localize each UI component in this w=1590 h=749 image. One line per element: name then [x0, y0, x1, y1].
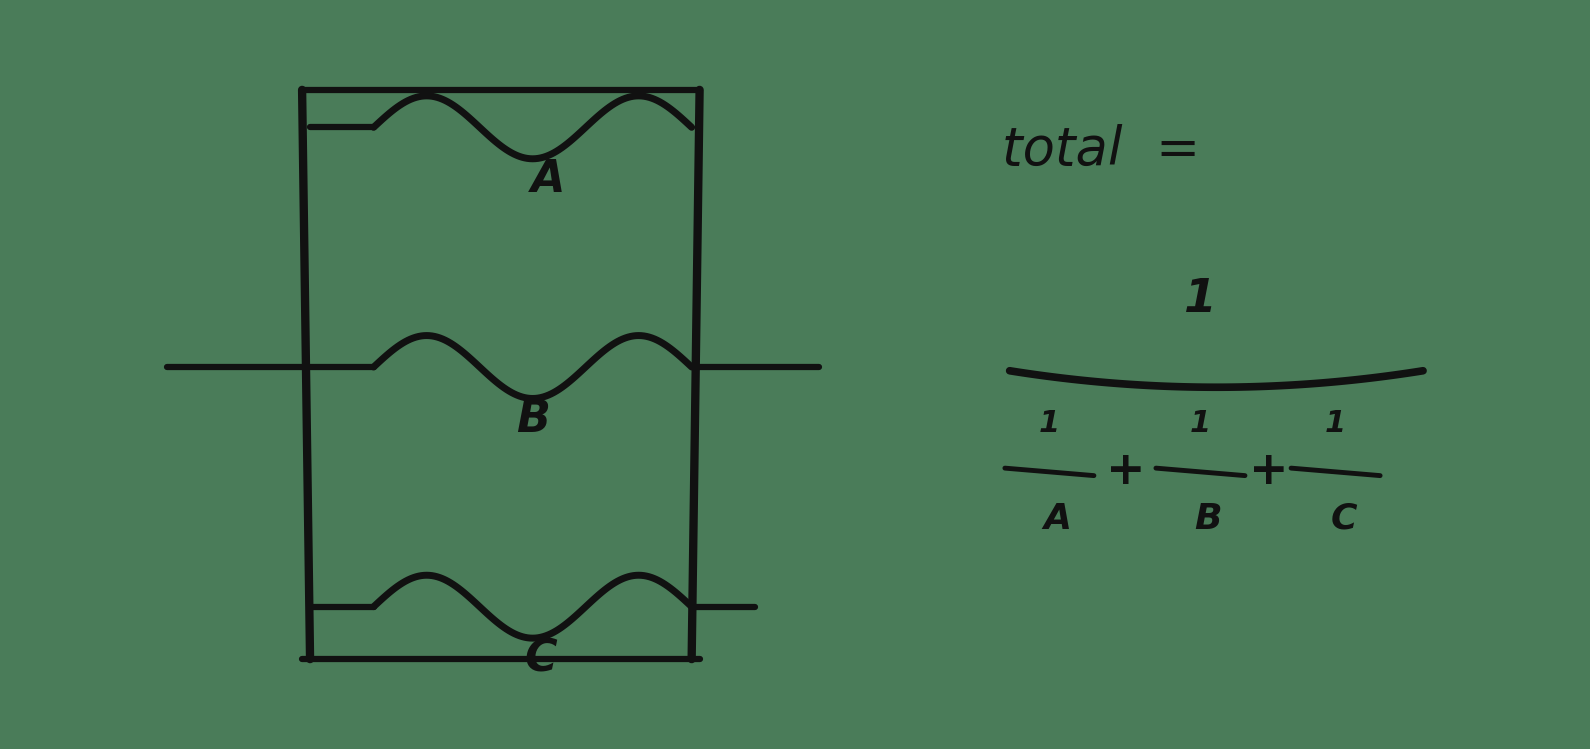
- Text: +: +: [1250, 449, 1288, 494]
- Text: 1: 1: [1189, 409, 1212, 438]
- Text: C: C: [1331, 502, 1356, 536]
- Text: A: A: [531, 158, 566, 201]
- Text: 1: 1: [1185, 277, 1216, 322]
- Text: 1: 1: [1038, 409, 1061, 438]
- Text: total  =: total =: [1002, 124, 1200, 176]
- Text: B: B: [1194, 502, 1223, 536]
- Text: A: A: [1043, 502, 1072, 536]
- Text: C: C: [525, 637, 556, 681]
- Text: +: +: [1107, 449, 1145, 494]
- Text: B: B: [515, 398, 550, 441]
- Text: 1: 1: [1324, 409, 1347, 438]
